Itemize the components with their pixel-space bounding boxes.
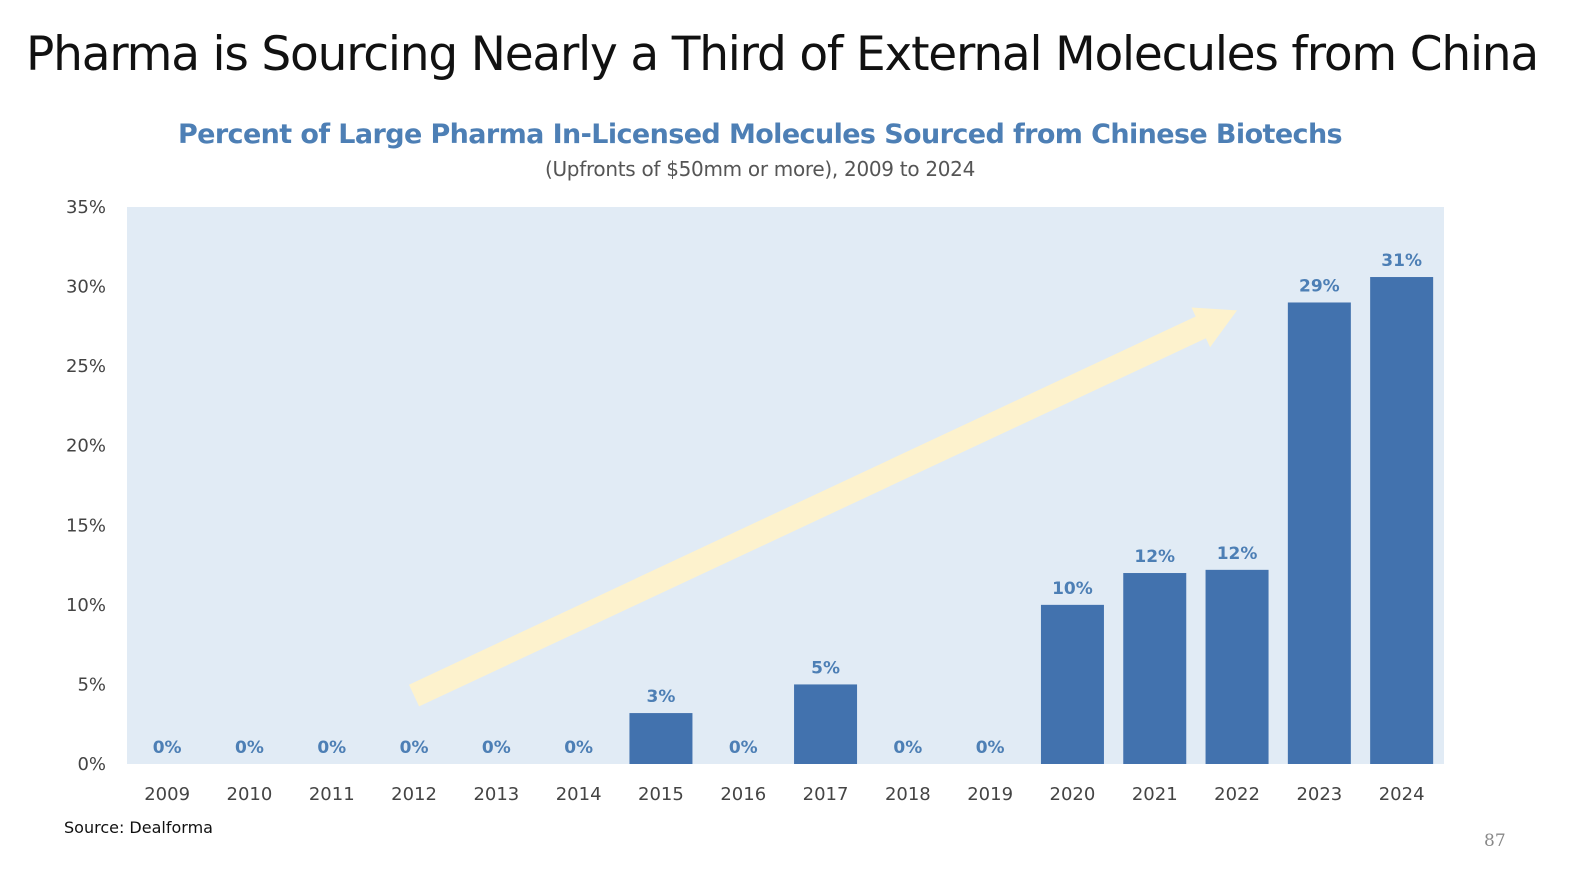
data-label: 0% (893, 738, 922, 758)
trend-arrow-layer (409, 307, 1237, 707)
x-tick-label: 2013 (473, 784, 519, 805)
data-label: 0% (235, 738, 264, 758)
slide-title: Pharma is Sourcing Nearly a Third of Ext… (25, 27, 1539, 82)
data-label: 0% (400, 738, 429, 758)
y-tick-label: 35% (66, 197, 106, 218)
x-tick-label: 2018 (885, 784, 931, 805)
x-tick-label: 2022 (1214, 784, 1260, 805)
y-tick-label: 20% (66, 436, 106, 457)
x-tick-label: 2023 (1296, 784, 1342, 805)
bar-2020 (1040, 604, 1104, 764)
x-tick-label: 2014 (556, 784, 602, 805)
data-label: 0% (482, 738, 511, 758)
x-tick-label: 2010 (227, 784, 273, 805)
data-label: 29% (1299, 276, 1340, 296)
y-axis-tick-labels: 0% 5% 10% 15% 20% 25% 30% 35% (66, 197, 106, 775)
bar-2021 (1123, 573, 1187, 764)
x-tick-label: 2020 (1050, 784, 1096, 805)
x-tick-label: 2019 (967, 784, 1013, 805)
x-tick-label: 2017 (803, 784, 849, 805)
data-label: 5% (811, 658, 840, 678)
y-tick-label: 15% (66, 515, 106, 536)
data-label: 0% (153, 738, 182, 758)
source-note: Source: Dealforma (64, 818, 213, 837)
data-label: 0% (729, 738, 758, 758)
y-tick-label: 25% (66, 356, 106, 377)
bar-2024 (1370, 277, 1434, 764)
bar-2015 (629, 713, 693, 764)
x-tick-label: 2016 (720, 784, 766, 805)
data-label: 0% (317, 738, 346, 758)
y-tick-label: 0% (77, 754, 106, 775)
bar-series (629, 277, 1434, 764)
x-tick-label: 2015 (638, 784, 684, 805)
data-label: 3% (647, 687, 676, 707)
y-tick-label: 10% (66, 595, 106, 616)
trend-arrow (409, 307, 1237, 707)
x-tick-label: 2009 (144, 784, 190, 805)
x-tick-label: 2024 (1379, 784, 1425, 805)
data-label: 0% (976, 738, 1005, 758)
bar-2017 (794, 684, 858, 764)
chart-title: Percent of Large Pharma In-Licensed Mole… (177, 119, 1343, 150)
y-tick-label: 5% (77, 674, 106, 695)
data-label: 31% (1381, 251, 1422, 271)
page-number: 87 (1484, 831, 1506, 851)
data-label: 0% (564, 738, 593, 758)
x-axis-tick-labels: 2009 2010 2011 2012 2013 2014 2015 2016 2017 2018… (144, 784, 1424, 805)
y-tick-label: 30% (66, 277, 106, 298)
x-tick-label: 2012 (391, 784, 437, 805)
x-tick-label: 2011 (309, 784, 355, 805)
data-label: 12% (1134, 547, 1175, 567)
x-tick-label: 2021 (1132, 784, 1178, 805)
bar-2022 (1205, 569, 1269, 764)
data-label: 10% (1052, 579, 1093, 599)
data-label: 12% (1217, 544, 1258, 564)
chart-subtitle: (Upfronts of $50mm or more), 2009 to 202… (544, 157, 976, 181)
bar-2023 (1287, 302, 1351, 764)
data-labels: 0% 0% 0% 0% 0% 0% 3% 0% 5% 0% 0% 10% 12% 12% 29% 31% (153, 251, 1422, 758)
